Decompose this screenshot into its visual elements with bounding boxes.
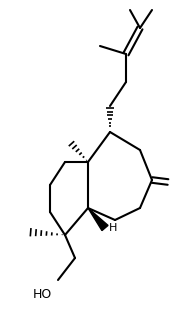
Polygon shape — [88, 208, 108, 231]
Text: H: H — [109, 223, 117, 233]
Text: HO: HO — [32, 289, 52, 301]
